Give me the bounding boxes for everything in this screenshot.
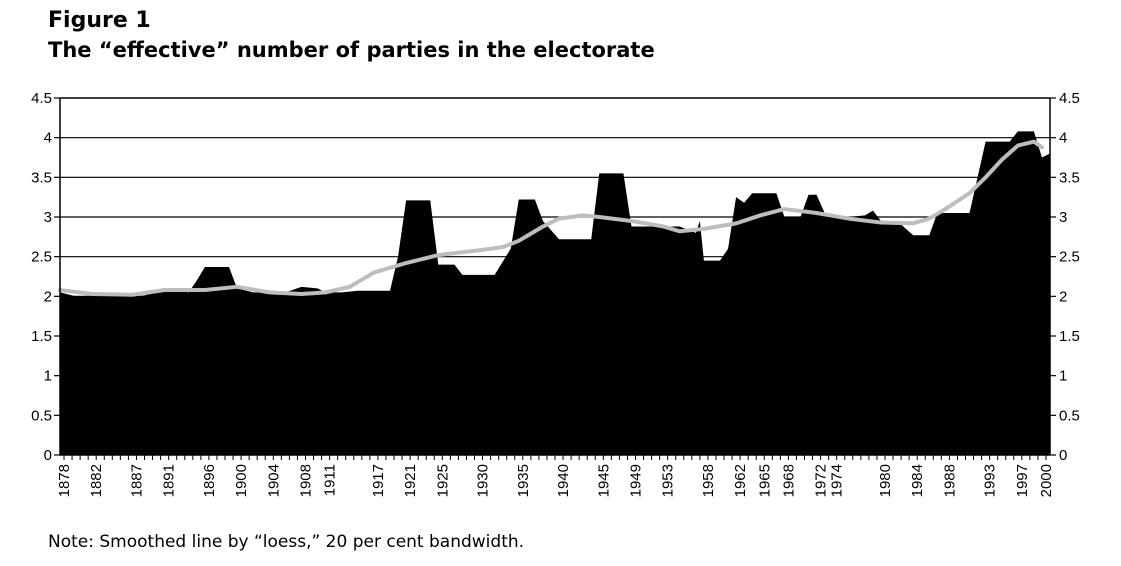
smoothed-line-1	[58, 139, 1044, 297]
x-tick-label-23: 1974	[829, 464, 846, 497]
x-tick-label-22: 1972	[813, 464, 830, 497]
y-tick-label-right-8: 4	[1059, 130, 1067, 147]
y-tick-label-left-0: 0	[44, 447, 52, 464]
y-tick-label-left-3: 1.5	[31, 328, 52, 345]
x-tick-label-18: 1958	[700, 464, 717, 497]
x-tick-label-1: 1882	[88, 464, 105, 497]
y-tick-label-right-1: 0.5	[1059, 407, 1080, 424]
smoothed-line-series	[58, 139, 1044, 297]
chart-title: The “effective” number of parties in the…	[48, 38, 655, 62]
x-tick-label-25: 1984	[909, 464, 926, 497]
x-tick-label-3: 1891	[161, 464, 178, 497]
x-tick-label-4: 1896	[201, 464, 218, 497]
y-tick-label-right-4: 2	[1059, 288, 1067, 305]
y-tick-label-right-2: 1	[1059, 368, 1067, 385]
area-series-0	[60, 131, 1050, 455]
y-tick-label-right-3: 1.5	[1059, 328, 1080, 345]
x-tick-label-19: 1962	[732, 464, 749, 497]
y-tick-label-right-0: 0	[1059, 447, 1067, 464]
x-tick-label-12: 1930	[475, 464, 492, 497]
y-tick-label-left-2: 1	[44, 368, 52, 385]
x-tick-label-7: 1908	[297, 464, 314, 497]
x-tick-label-10: 1921	[402, 464, 419, 497]
x-tick-label-9: 1917	[370, 464, 387, 497]
x-tick-label-5: 1900	[233, 464, 250, 497]
x-tick-label-14: 1940	[555, 464, 572, 497]
x-tick-label-16: 1949	[627, 464, 644, 497]
y-tick-label-right-5: 2.5	[1059, 249, 1080, 266]
x-tick-label-8: 1911	[322, 464, 339, 496]
x-tick-label-6: 1904	[265, 464, 282, 497]
x-tick-label-0: 1878	[56, 464, 73, 497]
x-tick-label-13: 1935	[515, 464, 532, 497]
x-tick-label-28: 1997	[1014, 464, 1031, 497]
x-tick-label-24: 1980	[877, 464, 894, 497]
x-tick-label-29: 2000	[1038, 464, 1055, 497]
y-axis-left: 0 0.5 1 1.5 2 2.5 3 3.5 4 4.5	[31, 90, 60, 464]
x-tick-label-15: 1945	[595, 464, 612, 497]
y-tick-label-left-9: 4.5	[31, 90, 52, 107]
x-axis: 1878 1882 1887 1891 1896 1900 1904 1908 1911 1917…	[56, 455, 1055, 497]
y-tick-label-right-7: 3.5	[1059, 169, 1080, 186]
x-tick-label-11: 1925	[434, 464, 451, 497]
y-tick-label-left-5: 2.5	[31, 249, 52, 266]
area-series	[60, 131, 1050, 455]
x-tick-label-21: 1968	[780, 464, 797, 497]
y-tick-label-left-8: 4	[44, 130, 52, 147]
x-tick-label-17: 1953	[660, 464, 677, 497]
y-tick-label-left-6: 3	[44, 209, 52, 226]
y-tick-label-right-9: 4.5	[1059, 90, 1080, 107]
x-tick-label-27: 1993	[982, 464, 999, 497]
x-tick-label-26: 1988	[941, 464, 958, 497]
y-tick-label-left-4: 2	[44, 288, 52, 305]
x-tick-label-2: 1887	[128, 464, 145, 497]
y-tick-label-left-7: 3.5	[31, 169, 52, 186]
y-tick-label-left-1: 0.5	[31, 407, 52, 424]
y-axis-right: 0 0.5 1 1.5 2 2.5 3 3.5 4 4.5	[1050, 90, 1080, 464]
x-tick-label-20: 1965	[756, 464, 773, 497]
figure-label: Figure 1	[48, 8, 151, 33]
y-tick-label-right-6: 3	[1059, 209, 1067, 226]
chart-note: Note: Smoothed line by “loess,” 20 per c…	[48, 532, 525, 552]
